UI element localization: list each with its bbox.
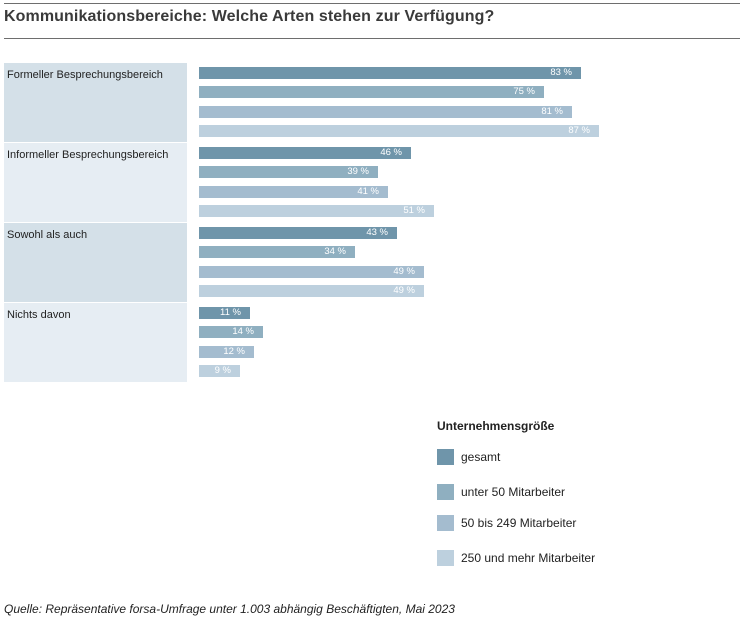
group-panel: Informeller Besprechungsbereich xyxy=(4,143,187,222)
legend-title: Unternehmensgröße xyxy=(437,419,555,433)
legend-label: 250 und mehr Mitarbeiter xyxy=(461,551,596,565)
bar-value-label: 83 % xyxy=(550,67,572,78)
bar-value-label: 34 % xyxy=(324,246,346,257)
legend-label: gesamt xyxy=(461,450,501,464)
bar: 39 % xyxy=(199,166,378,178)
bar-value-label: 41 % xyxy=(357,186,379,197)
bar-value-label: 11 % xyxy=(220,307,241,318)
bar: 11 % xyxy=(199,307,250,319)
bar-value-label: 14 % xyxy=(232,326,254,337)
bar: 34 % xyxy=(199,246,355,258)
bar-value-label: 9 % xyxy=(214,365,231,376)
bar-value-label: 46 % xyxy=(380,147,402,158)
bar: 43 % xyxy=(199,227,397,239)
group-panel: Sowohl als auch xyxy=(4,223,187,302)
category-label: Formeller Besprechungsbereich xyxy=(7,69,163,81)
category-label: Informeller Besprechungsbereich xyxy=(7,149,169,161)
bar: 41 % xyxy=(199,186,388,198)
legend-swatch xyxy=(437,515,454,531)
bar-value-label: 51 % xyxy=(403,205,425,216)
bar: 75 % xyxy=(199,86,544,98)
legend-swatch xyxy=(437,484,454,500)
bar-value-label: 43 % xyxy=(366,227,388,238)
group-panel: Formeller Besprechungsbereich xyxy=(4,63,187,142)
source-note: Quelle: Repräsentative forsa-Umfrage unt… xyxy=(4,602,455,616)
bar: 12 % xyxy=(199,346,254,358)
bar: 49 % xyxy=(199,285,424,297)
bar: 83 % xyxy=(199,67,581,79)
bar-value-label: 39 % xyxy=(347,166,369,177)
bar: 46 % xyxy=(199,147,411,159)
legend-label: unter 50 Mitarbeiter xyxy=(461,485,566,499)
title-rule xyxy=(4,38,740,39)
legend-swatch xyxy=(437,449,454,465)
bar: 14 % xyxy=(199,326,263,338)
bar-value-label: 12 % xyxy=(223,346,245,357)
bar: 9 % xyxy=(199,365,240,377)
bar: 51 % xyxy=(199,205,434,217)
bar: 87 % xyxy=(199,125,599,137)
bar: 49 % xyxy=(199,266,424,278)
category-label: Nichts davon xyxy=(7,309,71,321)
bar-value-label: 81 % xyxy=(541,106,563,117)
bar-value-label: 49 % xyxy=(393,266,415,277)
top-rule xyxy=(4,3,740,4)
legend-swatch xyxy=(437,550,454,566)
category-label: Sowohl als auch xyxy=(7,229,88,241)
bar-value-label: 87 % xyxy=(568,125,590,136)
group-panel: Nichts davon xyxy=(4,303,187,382)
bar-value-label: 75 % xyxy=(513,86,535,97)
chart-title: Kommunikationsbereiche: Welche Arten ste… xyxy=(4,8,495,25)
bar-value-label: 49 % xyxy=(393,285,415,296)
legend-label: 50 bis 249 Mitarbeiter xyxy=(461,516,577,530)
bar: 81 % xyxy=(199,106,572,118)
